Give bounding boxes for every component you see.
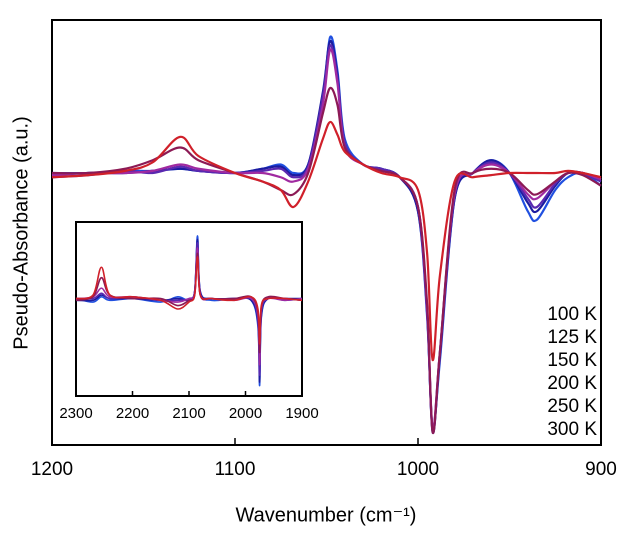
legend-label: 125 K — [547, 327, 597, 348]
legend-label: 250 K — [547, 396, 597, 417]
x-axis-label: Wavenumber (cm⁻¹) — [236, 504, 417, 526]
series-line — [51, 44, 602, 432]
series-line — [51, 120, 602, 362]
x-tick-label: 2200 — [116, 405, 149, 422]
legend-label: 150 K — [547, 350, 597, 371]
plot-frame — [75, 221, 303, 397]
legend-label: 200 K — [547, 373, 597, 394]
x-tick-label: 1000 — [397, 459, 439, 480]
x-tick-label: 1200 — [31, 459, 73, 480]
series-line — [51, 86, 602, 435]
series-line — [75, 256, 303, 345]
legend-label: 100 K — [547, 304, 597, 325]
legend-label: 300 K — [547, 419, 597, 440]
x-tick-label: 1900 — [285, 405, 318, 422]
x-tick-label: 1100 — [215, 459, 256, 480]
x-tick-label: 2000 — [229, 405, 262, 422]
y-axis-label: Pseudo-Absorbance (a.u.) — [10, 116, 32, 349]
x-tick-label: 2100 — [172, 405, 205, 422]
x-tick-label: 2300 — [59, 405, 92, 422]
x-tick-label: 900 — [585, 459, 617, 480]
